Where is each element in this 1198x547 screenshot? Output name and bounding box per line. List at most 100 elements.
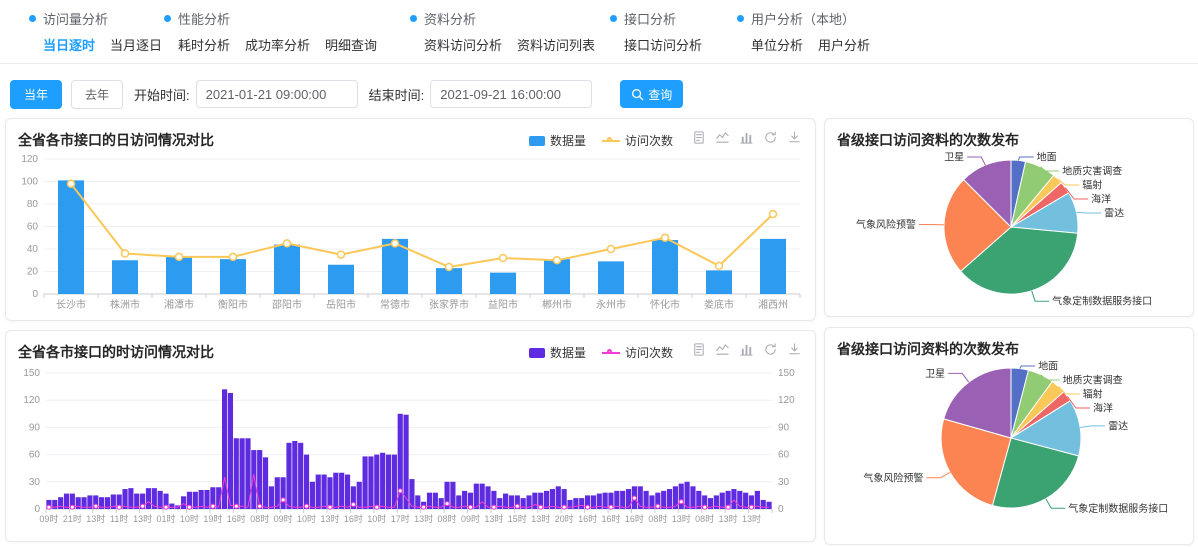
svg-text:60: 60 [29, 450, 41, 461]
bullet-icon [737, 15, 744, 22]
svg-text:地面: 地面 [1037, 151, 1057, 164]
legend-label: 数据量 [550, 344, 586, 361]
nav-item-hourly-today[interactable]: 当日逐时 [43, 35, 95, 54]
chart-toolbox [691, 130, 802, 145]
nav-group-title: 用户分析（本地） [737, 9, 870, 28]
svg-text:衡阳市: 衡阳市 [218, 298, 248, 311]
bullet-icon [610, 15, 617, 22]
svg-text:张家界市: 张家界市 [429, 298, 469, 311]
svg-text:40: 40 [27, 244, 39, 255]
start-time-label: 开始时间: [134, 85, 190, 104]
search-button-label: 查询 [648, 86, 672, 103]
bar-swatch-icon [529, 136, 545, 146]
legend-item-data-volume[interactable]: 数据量 [529, 344, 586, 361]
svg-text:常德市: 常德市 [380, 298, 410, 311]
chart-legend: 数据量 访问次数 [529, 344, 673, 361]
top-nav: 访问量分析 当日逐时 当月逐日 性能分析 耗时分析 成功率分析 明细查询 资料分… [0, 0, 1198, 64]
svg-text:10时: 10时 [180, 513, 199, 524]
end-time-input[interactable] [430, 80, 592, 108]
svg-text:20时: 20时 [555, 513, 574, 524]
nav-item-time-cost[interactable]: 耗时分析 [178, 35, 230, 54]
svg-text:地质灾害调查: 地质灾害调查 [1062, 165, 1122, 178]
svg-text:30: 30 [29, 477, 41, 488]
legend-item-data-volume[interactable]: 数据量 [529, 132, 586, 149]
nav-item-detail-query[interactable]: 明细查询 [325, 35, 377, 54]
svg-text:邵阳市: 邵阳市 [272, 298, 302, 311]
svg-text:雷达: 雷达 [1108, 420, 1128, 432]
nav-group-title: 访问量分析 [29, 9, 162, 28]
download-icon[interactable] [787, 342, 802, 357]
data-view-icon[interactable] [691, 342, 706, 357]
svg-text:株洲市: 株洲市 [110, 298, 140, 311]
svg-text:120: 120 [778, 395, 795, 406]
line-chart-icon[interactable] [715, 130, 730, 145]
bar-chart-icon[interactable] [739, 130, 754, 145]
line-swatch-icon [602, 352, 620, 354]
svg-text:长沙市: 长沙市 [56, 298, 86, 311]
nav-item-user-analysis[interactable]: 用户分析 [818, 35, 870, 54]
nav-item-success-rate[interactable]: 成功率分析 [245, 35, 310, 54]
nav-item-interface-access[interactable]: 接口访问分析 [624, 35, 702, 54]
svg-text:120: 120 [21, 154, 38, 165]
svg-text:辐射: 辐射 [1083, 388, 1103, 401]
svg-text:120: 120 [23, 395, 40, 406]
restore-icon[interactable] [763, 342, 778, 357]
svg-text:13时: 13时 [672, 513, 691, 524]
nav-item-daily-month[interactable]: 当月逐日 [110, 35, 162, 54]
province-pie-card-bottom: 省级接口访问资料的次数发布 地面地质灾害调查辐射海洋雷达气象定制数据服务接口气象… [824, 327, 1194, 545]
svg-text:地面: 地面 [1038, 360, 1058, 373]
svg-text:雷达: 雷达 [1104, 208, 1124, 220]
svg-text:09时: 09时 [461, 513, 480, 524]
province-access-pie-chart[interactable]: 地面地质灾害调查辐射海洋雷达气象定制数据服务接口气象风险预警卫星 [825, 149, 1195, 314]
chart-title: 省级接口访问资料的次数发布 [825, 119, 1193, 150]
svg-text:益阳市: 益阳市 [488, 298, 518, 311]
daily-bar-line-chart[interactable]: 020406080100120长沙市株洲市湘潭市衡阳市邵阳市岳阳市常德市张家界市… [18, 153, 804, 317]
nav-group-label: 性能分析 [178, 9, 230, 28]
search-button[interactable]: 查询 [620, 80, 683, 108]
nav-group-data: 资料分析 资料访问分析 资料访问列表 [410, 9, 595, 54]
svg-text:气象定制数据服务接口: 气象定制数据服务接口 [1052, 295, 1152, 308]
hourly-bar-line-chart[interactable]: 0030306060909012012015015009时21时13时11时13… [18, 365, 804, 537]
legend-item-visit-count[interactable]: 访问次数 [602, 132, 673, 149]
svg-text:卫星: 卫星 [944, 152, 964, 164]
this-year-button[interactable]: 当年 [10, 80, 62, 109]
svg-text:08时: 08时 [695, 513, 714, 524]
data-view-icon[interactable] [691, 130, 706, 145]
line-chart-icon[interactable] [715, 342, 730, 357]
svg-text:13时: 13时 [719, 513, 738, 524]
start-time-input[interactable] [196, 80, 358, 108]
svg-text:90: 90 [29, 422, 41, 433]
svg-text:15时: 15时 [508, 513, 527, 524]
svg-text:16时: 16时 [344, 513, 363, 524]
download-icon[interactable] [787, 130, 802, 145]
restore-icon[interactable] [763, 130, 778, 145]
svg-text:19时: 19时 [203, 513, 222, 524]
svg-text:150: 150 [778, 368, 795, 379]
last-year-button[interactable]: 去年 [71, 80, 123, 109]
nav-item-data-access-list[interactable]: 资料访问列表 [517, 35, 595, 54]
svg-text:08时: 08时 [438, 513, 457, 524]
nav-items: 资料访问分析 资料访问列表 [424, 35, 595, 54]
nav-group-label: 接口分析 [624, 9, 676, 28]
svg-text:郴州市: 郴州市 [542, 298, 572, 311]
svg-text:气象风险预警: 气象风险预警 [856, 218, 916, 231]
svg-text:60: 60 [27, 222, 39, 233]
svg-text:海洋: 海洋 [1093, 402, 1113, 415]
nav-item-data-access-analysis[interactable]: 资料访问分析 [424, 35, 502, 54]
province-access-pie-chart[interactable]: 地面地质灾害调查辐射海洋雷达气象定制数据服务接口气象风险预警卫星 [825, 358, 1195, 543]
bullet-icon [164, 15, 171, 22]
nav-item-org-analysis[interactable]: 单位分析 [751, 35, 803, 54]
svg-text:10时: 10时 [297, 513, 316, 524]
legend-item-visit-count[interactable]: 访问次数 [602, 344, 673, 361]
svg-text:13时: 13时 [484, 513, 503, 524]
svg-text:80: 80 [27, 199, 39, 210]
bullet-icon [29, 15, 36, 22]
bullet-icon [410, 15, 417, 22]
nav-group-visits: 访问量分析 当日逐时 当月逐日 [29, 9, 162, 54]
nav-group-label: 用户分析（本地） [751, 9, 855, 28]
bar-chart-icon[interactable] [739, 342, 754, 357]
svg-text:11时: 11时 [110, 513, 128, 524]
nav-group-label: 访问量分析 [43, 9, 108, 28]
svg-text:岳阳市: 岳阳市 [326, 298, 356, 311]
svg-text:16时: 16时 [601, 513, 620, 524]
